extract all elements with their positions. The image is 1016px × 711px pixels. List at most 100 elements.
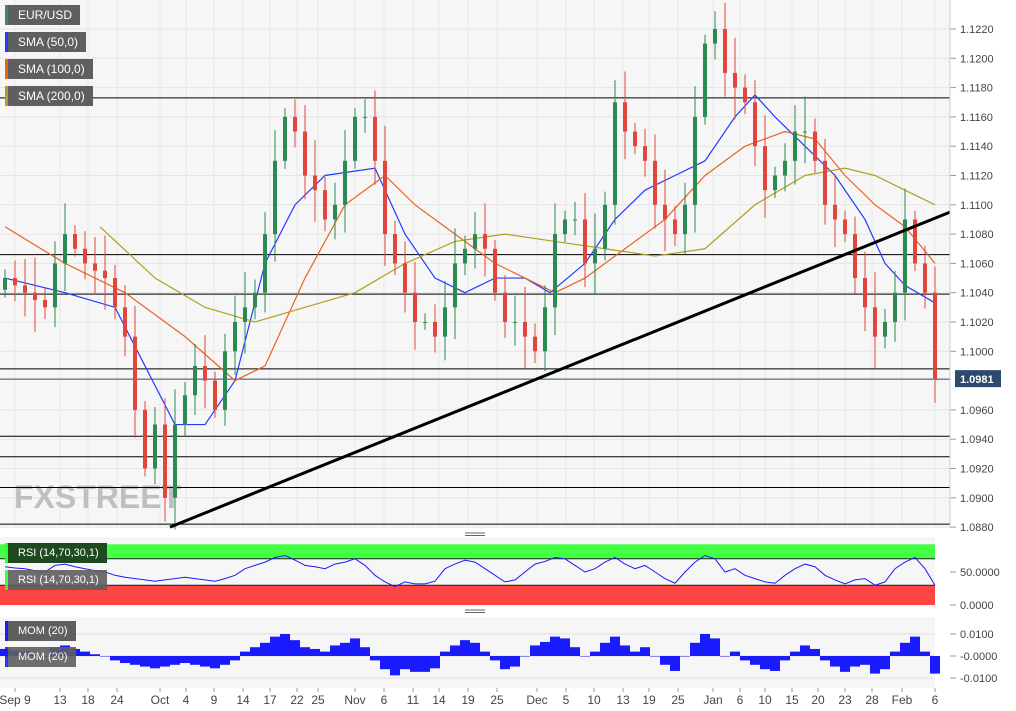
candle-body	[193, 365, 197, 396]
x-tick-label: 19	[461, 693, 475, 707]
mom-tick-label: -0.0100	[960, 673, 997, 685]
candle-body	[393, 234, 397, 264]
x-tick-label: 28	[865, 693, 879, 707]
legend-rsi[interactable]: RSI (14,70,30,1)	[5, 543, 107, 563]
candle-body	[853, 234, 857, 279]
trendline	[169, 210, 951, 529]
candle-body	[843, 219, 847, 235]
candle-body	[153, 424, 157, 469]
candle-body	[373, 116, 377, 161]
mom-bar	[600, 642, 610, 656]
pane-resize-handle[interactable]	[465, 532, 485, 536]
mom-bar	[280, 634, 290, 656]
x-tick-label: 25	[490, 693, 504, 707]
mom-bar	[300, 647, 310, 656]
candle-body	[523, 322, 527, 337]
mom-bar	[850, 656, 860, 667]
mom-bar	[750, 656, 760, 665]
candle-body	[63, 234, 67, 264]
candle-body	[273, 160, 277, 235]
candle-body	[783, 160, 787, 176]
rsi-oversold-zone	[0, 585, 935, 605]
candle-body	[903, 219, 907, 293]
mom-bar	[720, 656, 730, 657]
x-tick-label: Sep 9	[0, 693, 31, 707]
candle-body	[543, 307, 547, 352]
x-tick-label: 14	[236, 693, 250, 707]
mom-bar	[920, 651, 930, 656]
candle-body	[253, 292, 257, 308]
candle-body	[263, 234, 267, 293]
candle-body	[753, 102, 757, 147]
candle-body	[83, 248, 87, 264]
pane-resize-handle[interactable]	[465, 609, 485, 613]
candle-body	[513, 322, 517, 323]
candle-body	[53, 263, 57, 308]
candle-body	[863, 278, 867, 308]
x-tick-label: 20	[811, 693, 825, 707]
time-axis: Sep 9 13 18 24 Oct 4 9 14 17 22 25 Nov 6 11 14 19 25 Dec 5…	[0, 688, 939, 707]
x-tick-label: 4	[183, 693, 190, 707]
candle-body	[913, 219, 917, 264]
candle-body	[593, 248, 597, 264]
mom-bar	[820, 656, 830, 661]
mom-bar	[620, 645, 630, 656]
mom-bar	[270, 636, 280, 656]
candle-body	[343, 160, 347, 205]
x-tick-label: 13	[616, 693, 630, 707]
x-tick-label: 13	[53, 693, 67, 707]
mom-bar	[440, 651, 450, 656]
mom-bar	[140, 656, 150, 667]
candle-body	[103, 270, 107, 279]
legend-sma200[interactable]: SMA (200,0)	[5, 86, 93, 106]
candle-body	[603, 204, 607, 249]
candle-body	[723, 29, 727, 73]
rsi-panel: 50.0000 0.0000	[0, 544, 1000, 612]
candles	[3, 2, 937, 530]
mom-bar	[180, 656, 190, 664]
y-tick-label: 1.1060	[960, 258, 994, 270]
legend-sma50[interactable]: SMA (50,0)	[5, 32, 87, 52]
mom-bar	[560, 638, 570, 656]
mom-bar	[190, 656, 200, 665]
candle-body	[473, 234, 477, 249]
candle-body	[703, 43, 707, 117]
mom-bar	[220, 656, 230, 665]
legend-sma100[interactable]: SMA (100,0)	[5, 59, 93, 79]
x-tick-label: Nov	[344, 693, 365, 707]
mom-bar	[550, 636, 560, 656]
mom-bar	[730, 651, 740, 656]
x-tick-label: 19	[642, 693, 656, 707]
candle-body	[533, 336, 537, 352]
mom-bar	[590, 651, 600, 656]
legend-mom[interactable]: MOM (20)	[5, 621, 76, 641]
mom-bar	[90, 654, 100, 656]
mom-bar	[80, 651, 90, 656]
legend-eurusd[interactable]: EUR/USD	[5, 5, 81, 25]
y-tick-label: 1.1040	[960, 288, 994, 300]
y-tick-label: 1.1200	[960, 53, 994, 65]
candle-body	[613, 102, 617, 205]
legend-mom-secondary[interactable]: MOM (20)	[5, 647, 76, 667]
x-tick-label: 17	[263, 693, 277, 707]
mom-bar	[780, 656, 790, 661]
y-tick-label: 1.0920	[960, 464, 994, 476]
mom-bar	[380, 656, 390, 670]
y-tick-label: 1.1080	[960, 229, 994, 241]
candle-body	[573, 219, 577, 221]
mom-bar	[700, 634, 710, 656]
mom-bar	[130, 656, 140, 665]
x-tick-label: 6	[932, 693, 939, 707]
y-tick-label: 1.1100	[960, 200, 993, 212]
mom-bar	[420, 656, 430, 672]
candle-body	[823, 160, 827, 205]
x-tick-label: 24	[110, 693, 124, 707]
x-tick-label: 11	[407, 693, 420, 707]
mom-bar	[310, 648, 320, 656]
mom-bar	[490, 656, 500, 661]
candle-body	[893, 292, 897, 322]
legend-rsi-secondary[interactable]: RSI (14,70,30,1)	[5, 570, 107, 590]
mom-bar	[810, 648, 820, 656]
x-tick-label: 6	[381, 693, 388, 707]
